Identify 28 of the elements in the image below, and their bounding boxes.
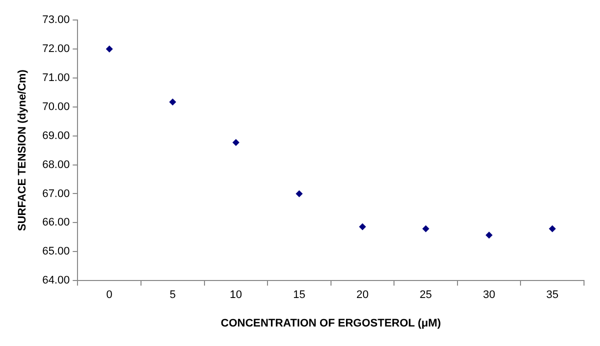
x-tick-label: 25 xyxy=(420,289,432,302)
y-axis-title: SURFACE TENSION (dyne/Cm) xyxy=(16,69,29,231)
point xyxy=(422,225,430,232)
x-axis-title: CONCENTRATION OF ERGOSTEROL (μM) xyxy=(220,317,442,330)
point xyxy=(232,138,240,146)
y-tick-label: 65.00 xyxy=(42,246,70,258)
x-tick-label: 30 xyxy=(482,289,496,302)
y-tick-label: 69.00 xyxy=(42,130,70,142)
point xyxy=(296,190,303,198)
y-tick-label: 68.00 xyxy=(42,158,70,171)
point xyxy=(106,45,113,52)
y-tick-label: 67.00 xyxy=(42,188,70,200)
y-tick-label: 66.00 xyxy=(42,216,70,229)
x-tick-label: 10 xyxy=(230,289,242,302)
y-tick-label: 71.00 xyxy=(42,72,70,84)
x-tick-label: 15 xyxy=(293,289,306,302)
y-tick-label: 70.00 xyxy=(42,100,70,113)
x-tick-label: 35 xyxy=(546,289,558,302)
y-tick-label: 72.00 xyxy=(42,42,70,55)
point xyxy=(486,232,493,239)
point xyxy=(359,223,366,230)
x-tick-label: 5 xyxy=(170,289,176,302)
point xyxy=(169,98,176,106)
y-tick-label: 73.00 xyxy=(42,14,70,26)
x-tick-label: 20 xyxy=(356,289,369,302)
x-tick-label: 0 xyxy=(106,289,112,302)
y-tick-label: 64.00 xyxy=(42,274,70,287)
point xyxy=(548,225,556,232)
